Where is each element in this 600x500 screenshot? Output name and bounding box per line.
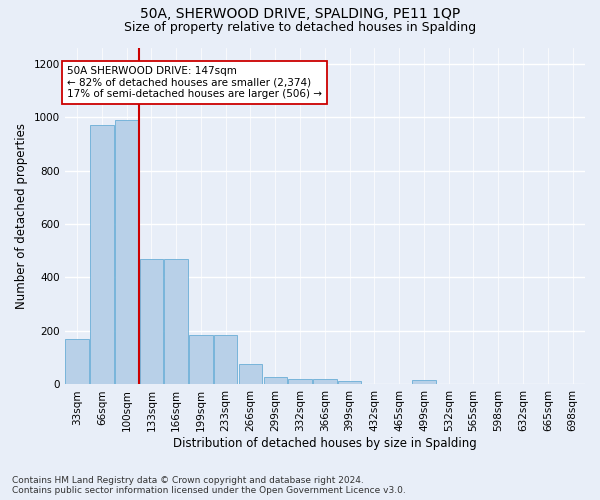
- Bar: [288, 378, 312, 384]
- Text: Size of property relative to detached houses in Spalding: Size of property relative to detached ho…: [124, 21, 476, 34]
- Bar: [313, 379, 337, 384]
- Bar: [214, 335, 238, 384]
- Bar: [140, 259, 163, 384]
- Bar: [189, 335, 213, 384]
- Bar: [412, 380, 436, 384]
- Text: 50A, SHERWOOD DRIVE, SPALDING, PE11 1QP: 50A, SHERWOOD DRIVE, SPALDING, PE11 1QP: [140, 8, 460, 22]
- Bar: [239, 364, 262, 384]
- Text: Contains HM Land Registry data © Crown copyright and database right 2024.
Contai: Contains HM Land Registry data © Crown c…: [12, 476, 406, 495]
- Bar: [338, 381, 361, 384]
- Bar: [115, 120, 139, 384]
- Bar: [90, 125, 113, 384]
- Bar: [65, 339, 89, 384]
- X-axis label: Distribution of detached houses by size in Spalding: Distribution of detached houses by size …: [173, 437, 477, 450]
- Text: 50A SHERWOOD DRIVE: 147sqm
← 82% of detached houses are smaller (2,374)
17% of s: 50A SHERWOOD DRIVE: 147sqm ← 82% of deta…: [67, 66, 322, 99]
- Bar: [164, 259, 188, 384]
- Y-axis label: Number of detached properties: Number of detached properties: [15, 123, 28, 309]
- Bar: [263, 377, 287, 384]
